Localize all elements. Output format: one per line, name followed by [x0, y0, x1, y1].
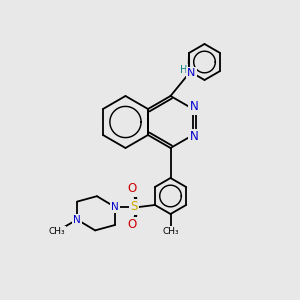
Text: N: N: [187, 68, 196, 78]
Text: O: O: [127, 218, 136, 232]
Text: H: H: [180, 65, 187, 75]
Text: N: N: [190, 130, 198, 143]
Text: N: N: [190, 100, 198, 113]
Text: N: N: [111, 202, 119, 212]
Text: CH₃: CH₃: [49, 227, 65, 236]
Text: O: O: [127, 182, 136, 196]
Text: S: S: [130, 200, 138, 214]
Text: CH₃: CH₃: [162, 226, 179, 236]
Text: N: N: [73, 214, 81, 225]
